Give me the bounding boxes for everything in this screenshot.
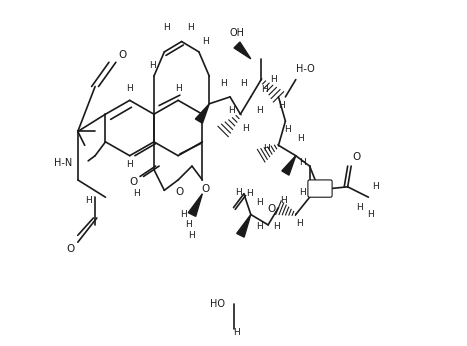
Text: H: H [270,75,276,84]
Text: O: O [129,177,137,186]
Text: H: H [297,134,304,143]
Text: H: H [241,79,247,88]
Text: H: H [127,160,133,169]
Text: H: H [367,210,374,219]
Text: O: O [202,184,210,193]
Text: H: H [261,85,268,94]
Text: O: O [268,204,276,214]
Text: H: H [187,23,194,32]
Text: H: H [280,196,287,205]
Text: H: H [180,210,187,219]
Text: H: H [278,101,285,110]
Text: H: H [234,328,241,337]
Polygon shape [234,42,251,59]
Text: H: H [273,222,280,231]
Text: H: H [149,61,156,70]
Text: H: H [284,125,290,134]
Text: H: H [263,144,270,153]
Text: Abs: Abs [312,184,328,193]
Text: H: H [175,84,182,93]
Text: H: H [242,124,249,133]
Text: H-O: H-O [296,64,315,74]
Text: H: H [189,231,195,240]
Text: H: H [299,158,306,167]
FancyBboxPatch shape [308,180,332,197]
Polygon shape [282,156,296,175]
Text: H: H [185,220,192,229]
Polygon shape [188,194,202,216]
Text: OH: OH [229,28,244,38]
Text: H: H [127,84,133,93]
Text: H: H [296,219,303,228]
Text: H: H [256,222,263,231]
Text: H: H [203,37,209,46]
Text: H: H [228,106,235,115]
Text: O: O [176,187,184,197]
Text: H: H [133,189,140,198]
Text: H: H [372,182,379,191]
Text: H: H [246,189,253,198]
Text: H: H [256,106,263,115]
Text: H: H [356,203,363,212]
Text: H: H [256,198,263,207]
Polygon shape [195,104,209,123]
Polygon shape [237,215,251,237]
Text: H: H [85,196,92,205]
Text: O: O [352,153,361,162]
Text: O: O [67,244,75,254]
Text: H: H [220,79,226,88]
Text: H: H [235,188,242,197]
Text: H-N: H-N [54,158,72,167]
Text: H: H [163,23,170,32]
Text: H: H [299,188,306,197]
Text: HO: HO [211,300,226,309]
Text: O: O [119,51,127,60]
